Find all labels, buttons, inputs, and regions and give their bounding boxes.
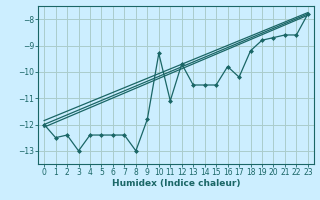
X-axis label: Humidex (Indice chaleur): Humidex (Indice chaleur) <box>112 179 240 188</box>
